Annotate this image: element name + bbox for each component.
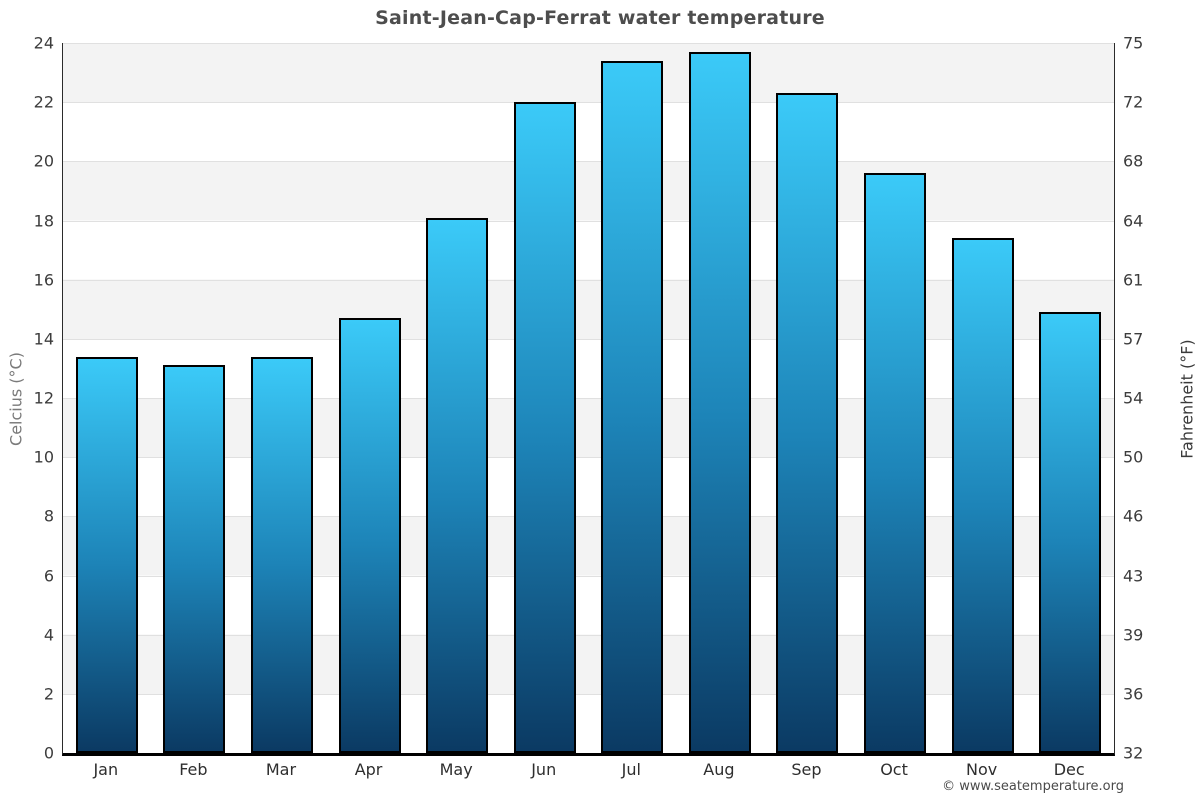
bar-nov [951, 238, 1014, 753]
x-tick-aug: Aug [703, 760, 735, 779]
bar-jul [601, 60, 664, 753]
x-tick-feb: Feb [179, 760, 208, 779]
bar-oct [864, 173, 927, 753]
gridline [63, 220, 1114, 222]
gridline [63, 693, 1114, 695]
y-tick-celsius: 14 [33, 329, 54, 349]
y-tick-celsius: 18 [33, 211, 54, 230]
y-tick-fahrenheit: 46 [1123, 506, 1144, 526]
y-tick-fahrenheit: 32 [1123, 743, 1144, 763]
gridline [63, 634, 1114, 636]
y-axis-left-ticks: 0 2 4 6 8 10 12 14 16 18 20 22 24 [0, 34, 62, 763]
y-tick-celsius: 2 [43, 684, 54, 704]
bar-jan [75, 356, 138, 753]
y-axis-title-right: Fahrenheit (°F) [1177, 339, 1197, 459]
gridline [63, 161, 1114, 163]
y-tick-fahrenheit: 72 [1123, 92, 1144, 112]
bar-dec [1039, 312, 1102, 753]
x-tick-oct: Oct [880, 760, 908, 779]
y-axis-title-left: Celcius (°C) [6, 352, 26, 446]
gridline [63, 516, 1114, 518]
y-tick-celsius: 6 [43, 566, 54, 585]
y-tick-fahrenheit: 50 [1123, 447, 1144, 467]
gridline [63, 575, 1114, 577]
bar-mar [250, 356, 313, 753]
x-tick-apr: Apr [354, 760, 383, 779]
x-tick-jun: Jun [531, 760, 557, 779]
x-tick-may: May [439, 760, 473, 779]
x-tick-dec: Dec [1053, 760, 1085, 779]
x-tick-mar: Mar [265, 760, 297, 779]
gridline [63, 338, 1114, 340]
y-axis-right-ticks: 32 36 39 43 46 50 54 57 61 64 68 72 75 [1114, 34, 1200, 763]
copyright-text: © www.seatemperature.org [942, 779, 1124, 794]
x-tick-sep: Sep [791, 760, 822, 779]
gridline [63, 457, 1114, 459]
y-tick-fahrenheit: 75 [1123, 33, 1144, 53]
x-tick-jan: Jan [93, 760, 119, 779]
y-tick-fahrenheit: 61 [1123, 270, 1144, 290]
y-tick-fahrenheit: 43 [1123, 566, 1144, 585]
y-tick-fahrenheit: 36 [1123, 684, 1144, 704]
y-tick-fahrenheit: 64 [1123, 211, 1144, 230]
y-tick-celsius: 16 [33, 270, 54, 290]
y-tick-celsius: 4 [43, 625, 54, 645]
bar-jun [513, 102, 576, 753]
y-tick-celsius: 20 [33, 151, 54, 171]
chart-title: Saint-Jean-Cap-Ferrat water temperature [375, 7, 825, 29]
bar-may [426, 217, 489, 753]
bar-feb [163, 365, 226, 753]
y-tick-celsius: 12 [33, 388, 54, 408]
x-tick-nov: Nov [966, 760, 998, 779]
y-tick-celsius: 10 [33, 447, 54, 467]
y-tick-fahrenheit: 54 [1123, 388, 1144, 408]
y-tick-fahrenheit: 39 [1123, 625, 1144, 645]
bar-sep [776, 93, 839, 753]
gridline [63, 279, 1114, 281]
y-tick-celsius: 22 [33, 92, 54, 112]
y-tick-fahrenheit: 68 [1123, 151, 1144, 171]
gridline [63, 398, 1114, 399]
gridline [63, 43, 1114, 44]
y-tick-celsius: 24 [33, 33, 54, 53]
gridline [63, 102, 1114, 104]
plot-area [62, 43, 1115, 756]
y-tick-celsius: 8 [43, 506, 54, 526]
y-tick-celsius: 0 [43, 743, 54, 763]
x-axis-ticks: Jan Feb Mar Apr May Jun Jul Aug Sep Oct Nov Dec [62, 760, 1113, 784]
y-tick-fahrenheit: 57 [1123, 329, 1144, 349]
bar-apr [338, 318, 401, 753]
bar-aug [688, 51, 751, 753]
x-tick-jul: Jul [621, 760, 641, 779]
